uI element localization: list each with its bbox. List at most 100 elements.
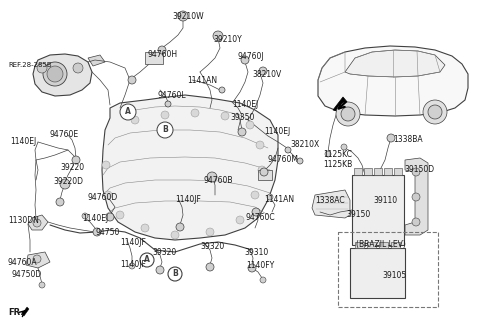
Circle shape — [341, 107, 355, 121]
Polygon shape — [312, 190, 350, 218]
Circle shape — [102, 161, 110, 169]
Circle shape — [140, 253, 154, 267]
Text: 38210V: 38210V — [252, 70, 281, 79]
Text: B: B — [172, 269, 178, 278]
Bar — [258, 170, 272, 180]
Circle shape — [423, 100, 447, 124]
Circle shape — [156, 266, 164, 274]
Circle shape — [129, 263, 135, 269]
Circle shape — [258, 166, 266, 174]
Circle shape — [33, 255, 41, 263]
Text: 39210W: 39210W — [172, 12, 204, 21]
Bar — [391, 242, 400, 248]
Circle shape — [116, 211, 124, 219]
Text: 94760D: 94760D — [88, 193, 118, 202]
Circle shape — [72, 156, 80, 164]
Circle shape — [47, 66, 63, 82]
Circle shape — [165, 101, 171, 107]
Circle shape — [248, 264, 256, 272]
Circle shape — [252, 208, 260, 216]
Circle shape — [120, 104, 136, 120]
Bar — [394, 168, 402, 175]
Circle shape — [256, 141, 264, 149]
Circle shape — [39, 282, 45, 288]
Bar — [352, 175, 404, 245]
Circle shape — [93, 228, 101, 236]
Circle shape — [412, 168, 420, 176]
Circle shape — [246, 121, 254, 129]
Polygon shape — [33, 54, 92, 96]
Circle shape — [336, 102, 360, 126]
Text: 94760E: 94760E — [50, 130, 79, 139]
Polygon shape — [345, 50, 445, 77]
Circle shape — [82, 213, 88, 219]
Text: 39320: 39320 — [200, 242, 224, 251]
Text: 94760A: 94760A — [8, 258, 37, 267]
Bar — [145, 52, 163, 64]
Circle shape — [206, 263, 214, 271]
Circle shape — [267, 194, 273, 200]
Text: 1140EJ: 1140EJ — [264, 127, 290, 136]
Circle shape — [259, 67, 267, 75]
Polygon shape — [405, 158, 428, 235]
Circle shape — [141, 224, 149, 232]
Text: 39150: 39150 — [346, 210, 370, 219]
Text: 39105: 39105 — [382, 271, 406, 280]
Text: 1140EJ: 1140EJ — [82, 214, 108, 223]
Text: 1338AC: 1338AC — [315, 196, 345, 205]
Circle shape — [206, 228, 214, 236]
Circle shape — [260, 168, 268, 176]
Polygon shape — [28, 215, 48, 230]
Text: FR.: FR. — [8, 308, 24, 317]
Circle shape — [191, 109, 199, 117]
Bar — [338, 232, 438, 307]
Text: 94760M: 94760M — [268, 155, 299, 164]
Bar — [355, 242, 364, 248]
Circle shape — [176, 223, 184, 231]
Bar — [364, 168, 372, 175]
Circle shape — [161, 111, 169, 119]
Circle shape — [56, 198, 64, 206]
Text: A: A — [125, 108, 131, 117]
Circle shape — [106, 213, 114, 221]
Circle shape — [341, 144, 347, 150]
Text: 94760C: 94760C — [245, 213, 275, 222]
Circle shape — [213, 31, 223, 41]
Text: 38210X: 38210X — [290, 140, 319, 149]
Bar — [374, 168, 382, 175]
Circle shape — [171, 231, 179, 239]
Text: 1140FY: 1140FY — [246, 261, 274, 270]
Text: 39220D: 39220D — [53, 177, 83, 186]
Text: 39210Y: 39210Y — [213, 35, 242, 44]
Text: 1140JF: 1140JF — [120, 260, 146, 269]
Text: 94760H: 94760H — [148, 50, 178, 59]
Circle shape — [236, 216, 244, 224]
Polygon shape — [318, 46, 468, 116]
Text: B: B — [162, 125, 168, 134]
Text: 1338BA: 1338BA — [393, 135, 422, 144]
Text: (BRAZIL LEV): (BRAZIL LEV) — [356, 240, 406, 249]
Circle shape — [325, 151, 331, 157]
Circle shape — [60, 179, 70, 189]
Circle shape — [260, 277, 266, 283]
Text: 94760L: 94760L — [158, 91, 187, 100]
Text: 94760B: 94760B — [203, 176, 232, 185]
Circle shape — [251, 191, 259, 199]
Text: 39320: 39320 — [152, 248, 176, 257]
Bar — [367, 242, 376, 248]
Text: 1141AN: 1141AN — [264, 195, 294, 204]
Text: 1125KC: 1125KC — [323, 150, 352, 159]
Text: 1140EJ: 1140EJ — [10, 137, 36, 146]
Circle shape — [178, 11, 188, 21]
Circle shape — [33, 219, 41, 227]
Polygon shape — [22, 307, 29, 316]
Bar — [354, 168, 362, 175]
Text: 39310: 39310 — [244, 248, 268, 257]
Text: 39220: 39220 — [60, 163, 84, 172]
Circle shape — [73, 63, 83, 73]
Circle shape — [412, 193, 420, 201]
Text: 1125KB: 1125KB — [323, 160, 352, 169]
Text: 39150D: 39150D — [404, 165, 434, 174]
Circle shape — [387, 134, 395, 142]
Text: 1140JF: 1140JF — [120, 238, 146, 247]
